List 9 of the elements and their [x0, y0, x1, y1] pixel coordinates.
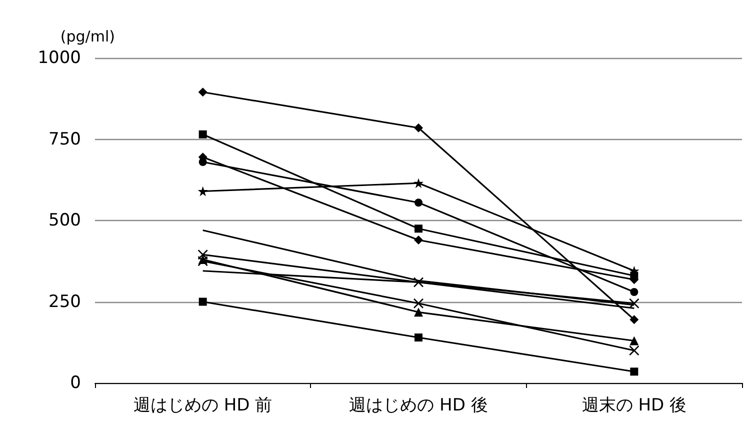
- y-tick-label: 500: [48, 210, 81, 230]
- x-tick-label: 週はじめの HD 前: [133, 396, 272, 416]
- y-tick-label: 0: [70, 373, 81, 393]
- y-tick-label: 250: [48, 292, 81, 312]
- x-tick-label: 週はじめの HD 後: [349, 396, 488, 416]
- y-axis-title: (pg/ml): [60, 28, 115, 46]
- x-tick-label: 週末の HD 後: [582, 396, 687, 416]
- y-tick-label: 1000: [38, 48, 81, 68]
- y-tick-label: 750: [48, 129, 81, 150]
